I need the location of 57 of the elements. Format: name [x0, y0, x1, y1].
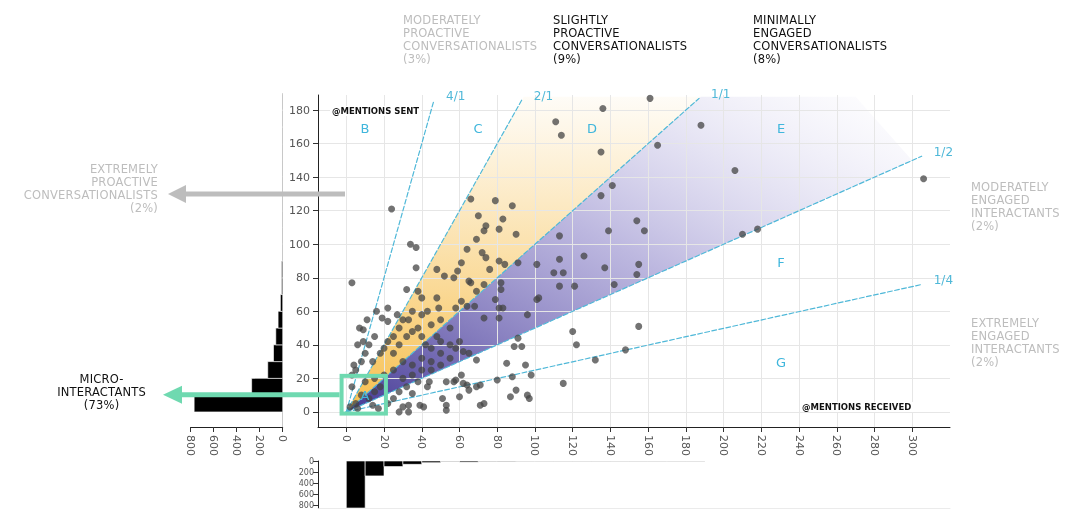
x-tick-label: 80: [490, 435, 504, 449]
y-axis-title: @MENTIONS SENT: [330, 106, 422, 116]
series-label: 1/2: [933, 145, 954, 160]
text: MODERATELY ENGAGED INTERACTANTS (2%): [971, 180, 1060, 233]
y-tick-label: 140: [289, 170, 310, 184]
text: MINIMALLY ENGAGED CONVERSATIONALISTS (8%): [753, 13, 888, 66]
x-tick-label: 0: [339, 435, 353, 442]
y-tick-label: 800: [298, 500, 314, 510]
x-tick-label: 180: [679, 435, 693, 456]
annotation: D: [586, 120, 598, 136]
annotation: A: [360, 387, 370, 403]
x-tick-label: 0: [276, 435, 290, 442]
y-tick-label: 60: [296, 304, 310, 318]
x-tick-label: 60: [452, 435, 466, 449]
annotation: F: [777, 254, 785, 270]
y-tick-label: 180: [289, 103, 310, 117]
y-tick-label: 400: [298, 478, 314, 488]
x-tick-label: 20: [377, 435, 391, 449]
x-axis-title: @MENTIONS RECEIVED: [800, 402, 914, 412]
y-tick-label: 0: [308, 456, 314, 466]
x-tick-label: 400: [230, 435, 244, 456]
text: MODERATELY PROACTIVE CONVERSATIONALISTS (3%): [403, 13, 538, 66]
x-tick-label: 100: [528, 435, 542, 456]
x-tick-label: 200: [717, 435, 731, 456]
x-tick-label: 800: [184, 435, 198, 456]
y-tick-label: 20: [296, 371, 310, 385]
text: MICRO- INTERACTANTS (73%): [57, 372, 146, 412]
x-tick-label: 280: [868, 435, 882, 456]
text: SLIGHTLY PROACTIVE CONVERSATIONALISTS (9%): [553, 13, 688, 66]
y-tick-label: 200: [298, 467, 314, 477]
y-tick-label: 80: [296, 271, 310, 285]
x-tick-label: 600: [207, 435, 221, 456]
y-tick-label: 160: [289, 137, 310, 151]
annotation: E: [776, 120, 786, 136]
x-tick-label: 220: [754, 435, 768, 456]
series-label: 2/1: [533, 89, 554, 104]
x-tick-label: 140: [603, 435, 617, 456]
annotation: B: [360, 120, 370, 136]
x-tick-label: 300: [905, 435, 919, 456]
annotation: G: [775, 354, 787, 370]
x-tick-label: 120: [566, 435, 580, 456]
x-tick-label: 200: [253, 435, 267, 456]
text: EXTREMELY ENGAGED INTERACTANTS (2%): [971, 316, 1060, 369]
x-tick-label: 260: [830, 435, 844, 456]
y-tick-label: 40: [296, 338, 310, 352]
series-label: 4/1: [446, 89, 466, 104]
x-tick-label: 40: [415, 435, 429, 449]
series-label: 1/4: [933, 273, 954, 288]
text: EXTREMELY PROACTIVE CONVERSATIONALISTS (2%): [23, 162, 158, 215]
y-tick-label: 100: [289, 237, 310, 251]
series-label: 1/1: [711, 87, 731, 102]
y-tick-label: 0: [303, 405, 310, 419]
y-tick-label: 120: [289, 204, 310, 218]
x-tick-label: 240: [792, 435, 806, 456]
y-tick-label: 600: [298, 489, 314, 499]
x-tick-label: 160: [641, 435, 655, 456]
annotation: C: [473, 120, 483, 136]
